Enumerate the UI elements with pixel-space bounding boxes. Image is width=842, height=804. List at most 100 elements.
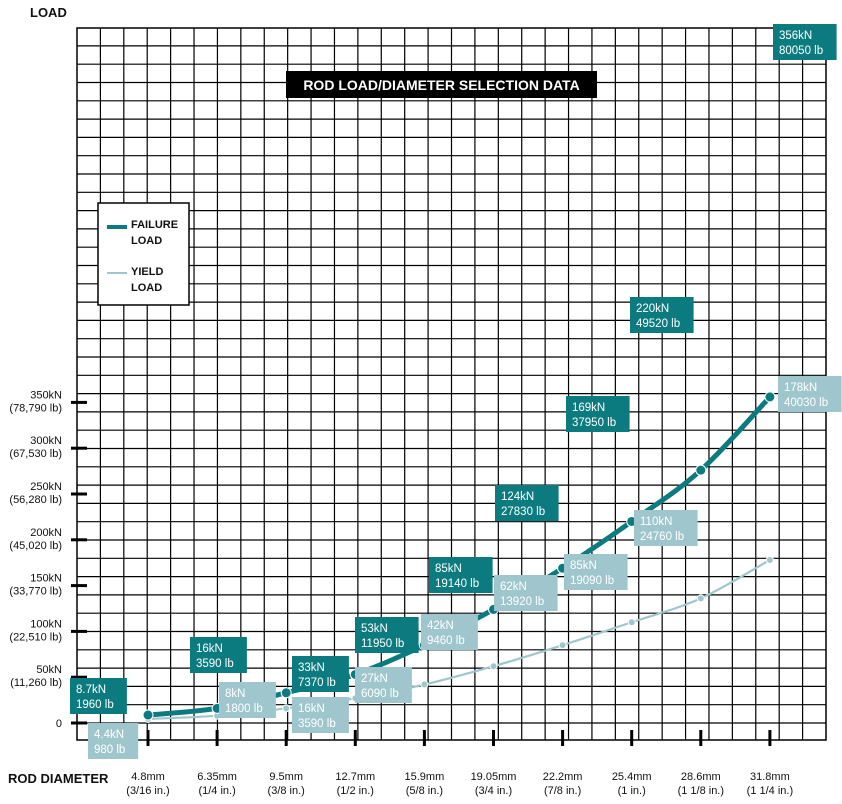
- data-label-kn: 4.4kN: [94, 729, 124, 741]
- failure-load-point: [280, 687, 292, 699]
- y-tick-label: 100kN: [30, 618, 62, 630]
- data-label-lb: 1960 lb: [76, 699, 114, 711]
- data-label-kn: 85kN: [570, 560, 597, 572]
- legend-label-yield-line2: LOAD: [131, 282, 162, 294]
- data-label-box: [494, 575, 558, 611]
- data-label-lb: 27830 lb: [501, 506, 545, 518]
- x-tick-sublabel: (3/16 in.): [126, 785, 169, 797]
- data-label-kn: 27kN: [361, 673, 388, 685]
- data-label-kn: 62kN: [500, 581, 527, 593]
- x-tick-sublabel: (3/8 in.): [268, 785, 305, 797]
- data-label-box: [292, 697, 349, 733]
- data-label-kn: 124kN: [501, 491, 534, 503]
- data-label-kn: 16kN: [196, 643, 223, 655]
- failure-data-label: 124kN 27830 lb: [495, 485, 559, 521]
- yield-load-point: [765, 555, 774, 564]
- y-tick-sublabel: (56,280 lb): [9, 494, 62, 506]
- failure-data-label: 16kN 3590 lb: [190, 637, 247, 673]
- yield-load-point: [696, 594, 705, 603]
- data-label-kn: 169kN: [572, 402, 605, 414]
- yield-data-label: 16kN 3590 lb: [292, 697, 349, 733]
- data-label-box: [566, 396, 630, 432]
- yield-data-label: 42kN 9460 lb: [421, 614, 478, 650]
- legend: FAILURE LOAD YIELD LOAD: [97, 202, 190, 306]
- data-label-lb: 3590 lb: [196, 658, 234, 670]
- failure-data-label: 169kN 37950 lb: [566, 396, 630, 432]
- data-label-lb: 19140 lb: [435, 578, 479, 590]
- yield-data-label: 178kN 40030 lb: [778, 376, 842, 412]
- y-tick-label: 350kN: [30, 389, 62, 401]
- yield-load-point: [627, 618, 636, 627]
- yield-load-point: [489, 662, 498, 671]
- data-label-lb: 1800 lb: [225, 703, 263, 715]
- x-tick-sublabel: (3/4 in.): [475, 785, 512, 797]
- failure-data-label: 356kN 80050 lb: [773, 24, 837, 60]
- data-label-box: [190, 637, 247, 673]
- data-label-kn: 178kN: [784, 382, 817, 394]
- data-label-lb: 11950 lb: [361, 638, 404, 650]
- y-tick-sublabel: (67,530 lb): [9, 448, 62, 460]
- yield-load-point: [420, 680, 429, 689]
- x-tick-label: 28.6mm: [681, 771, 721, 783]
- y-tick-label: 0: [56, 718, 62, 730]
- yield-data-label: 62kN 13920 lb: [494, 575, 558, 611]
- data-label-kn: 85kN: [435, 563, 462, 575]
- data-label-box: [564, 554, 628, 590]
- data-label-lb: 80050 lb: [779, 45, 823, 57]
- data-label-box: [355, 617, 419, 653]
- x-tick-label: 31.8mm: [750, 771, 790, 783]
- data-label-lb: 6090 lb: [361, 688, 399, 700]
- y-tick-sublabel: (22,510 lb): [9, 631, 62, 643]
- x-tick-sublabel: (1/2 in.): [337, 785, 374, 797]
- failure-load-point: [142, 709, 154, 721]
- data-label-box: [630, 297, 694, 333]
- data-label-lb: 19090 lb: [570, 575, 614, 587]
- data-label-kn: 356kN: [779, 30, 812, 42]
- legend-label-failure-line2: LOAD: [131, 235, 162, 247]
- data-label-box: [634, 510, 698, 546]
- yield-data-label: 4.4kN 980 lb: [88, 723, 139, 759]
- yield-load-point: [558, 641, 567, 650]
- failure-data-label: 53kN 11950 lb: [355, 617, 419, 653]
- y-tick-label: 300kN: [30, 435, 62, 447]
- data-label-box: [70, 678, 127, 714]
- data-label-kn: 8kN: [225, 688, 245, 700]
- data-label-lb: 3590 lb: [298, 718, 336, 730]
- x-tick-sublabel: (5/8 in.): [406, 785, 443, 797]
- data-label-kn: 42kN: [427, 620, 454, 632]
- yield-data-label: 8kN 1800 lb: [219, 682, 276, 718]
- data-label-lb: 24760 lb: [640, 531, 684, 543]
- failure-load-point: [764, 391, 776, 403]
- data-label-kn: 33kN: [298, 662, 325, 674]
- failure-data-label: 220kN 49520 lb: [630, 297, 694, 333]
- data-label-lb: 37950 lb: [572, 417, 616, 429]
- x-tick-label: 15.9mm: [405, 771, 445, 783]
- failure-load-point: [695, 464, 707, 476]
- data-label-lb: 7370 lb: [298, 677, 336, 689]
- data-label-box: [292, 656, 349, 692]
- chart-title-background: [286, 71, 597, 98]
- failure-data-label: 33kN 7370 lb: [292, 656, 349, 692]
- x-tick-sublabel: (1 1/4 in.): [747, 785, 793, 797]
- legend-label-failure-line1: FAILURE: [131, 219, 178, 231]
- yield-data-label: 85kN 19090 lb: [564, 554, 628, 590]
- failure-data-label: 85kN 19140 lb: [429, 557, 493, 593]
- data-label-kn: 220kN: [636, 303, 669, 315]
- data-label-lb: 9460 lb: [427, 635, 465, 647]
- x-tick-sublabel: (7/8 in.): [544, 785, 581, 797]
- x-tick-label: 19.05mm: [471, 771, 517, 783]
- y-tick-label: 250kN: [30, 481, 62, 493]
- y-tick-label: 150kN: [30, 573, 62, 585]
- legend-box: [97, 202, 190, 306]
- yield-load-point: [282, 704, 291, 713]
- data-label-box: [429, 557, 493, 593]
- axes: 0 50kN(11,260 lb) 100kN(22,510 lb) 150kN(33…: [9, 389, 793, 797]
- x-tick-label: 25.4mm: [612, 771, 652, 783]
- yield-data-label: 110kN 24760 lb: [634, 510, 698, 546]
- y-tick-label: 50kN: [36, 664, 62, 676]
- data-label-lb: 40030 lb: [784, 397, 828, 409]
- yield-data-label: 27kN 6090 lb: [355, 667, 412, 703]
- x-tick-label: 12.7mm: [335, 771, 375, 783]
- y-tick-label: 200kN: [30, 527, 62, 539]
